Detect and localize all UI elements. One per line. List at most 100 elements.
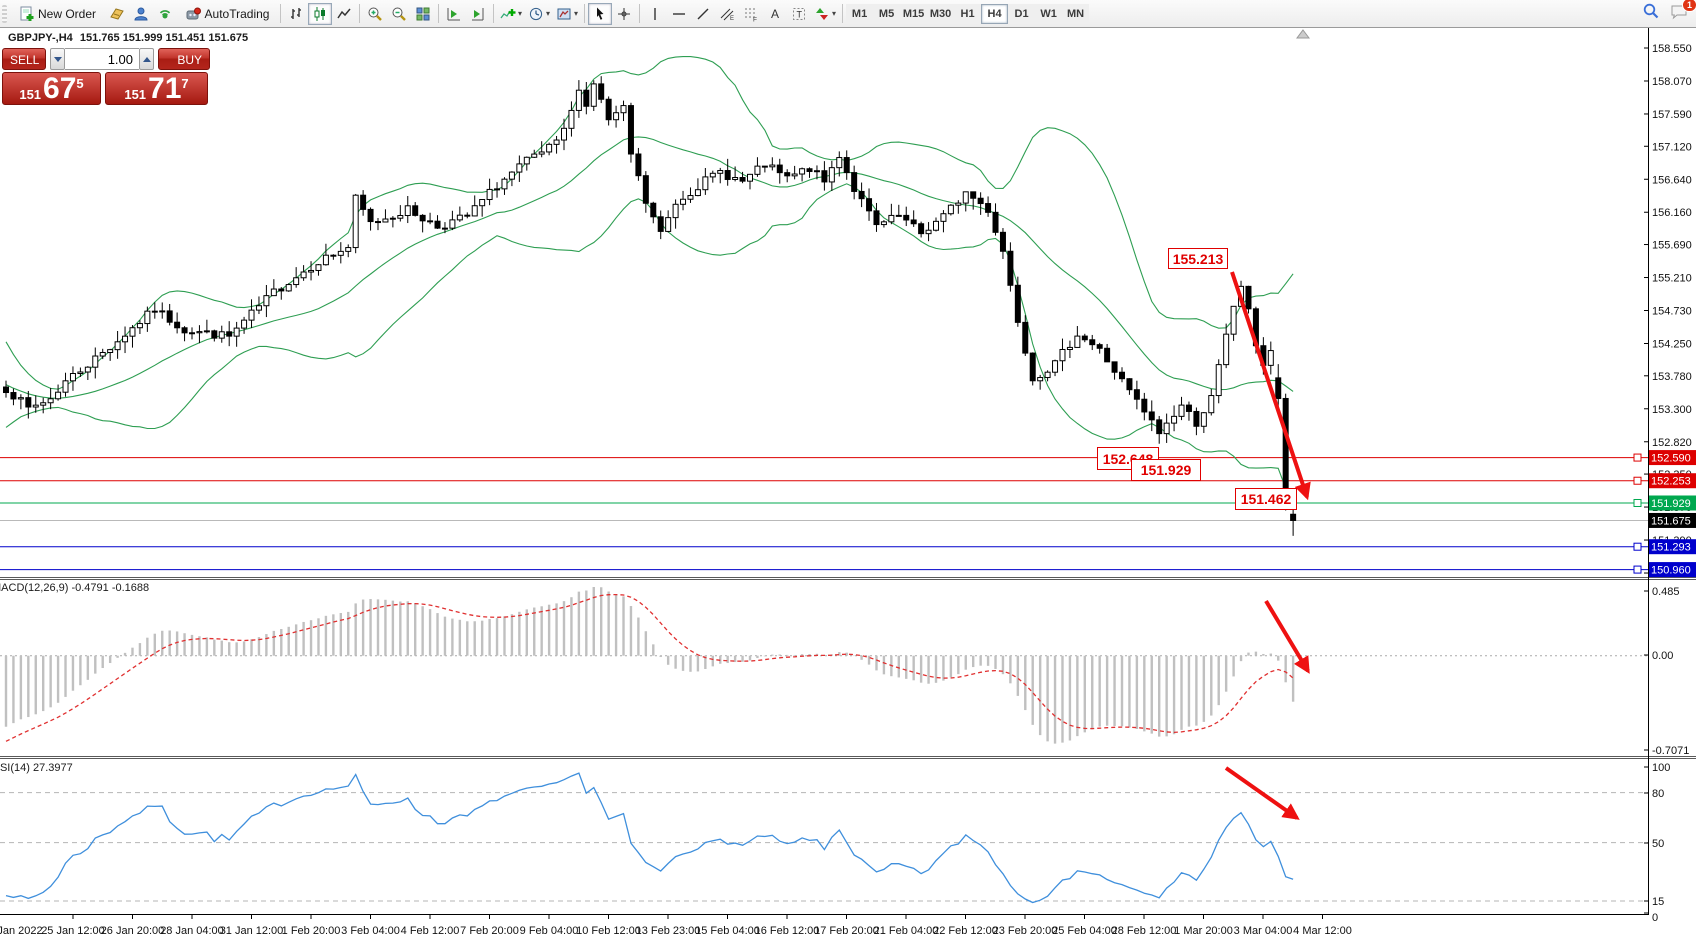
svg-text:156.160: 156.160 — [1652, 207, 1692, 219]
buy-price-small: 151 — [124, 87, 147, 102]
profile-button[interactable] — [129, 3, 153, 25]
zoom-out-button[interactable] — [387, 3, 411, 25]
arrows-button[interactable]: ▾ — [811, 3, 839, 25]
fibonacci-button[interactable]: F — [739, 3, 763, 25]
svg-text:4 Feb 12:00: 4 Feb 12:00 — [401, 925, 460, 937]
indicators-button[interactable]: ▾ — [497, 3, 525, 25]
label-button[interactable]: T — [787, 3, 811, 25]
svg-text:4 Mar 12:00: 4 Mar 12:00 — [1293, 925, 1352, 937]
svg-text:T: T — [797, 9, 803, 19]
svg-text:-0.7071: -0.7071 — [1652, 745, 1689, 757]
chart-title: GBPJPY-,H4 151.765 151.999 151.451 151.6… — [8, 32, 248, 44]
svg-text:31 Jan 12:00: 31 Jan 12:00 — [220, 925, 284, 937]
trendline-button[interactable] — [691, 3, 715, 25]
zoom-in-button[interactable] — [363, 3, 387, 25]
tf-w1-button[interactable]: W1 — [1035, 3, 1063, 24]
annotation-151462[interactable]: 151.462 — [1235, 488, 1297, 510]
vertical-line-icon — [647, 6, 663, 22]
tile-windows-button[interactable] — [411, 3, 435, 25]
sell-button[interactable]: SELL — [2, 48, 46, 70]
svg-text:16 Feb 12:00: 16 Feb 12:00 — [755, 925, 820, 937]
periods-icon — [528, 6, 544, 22]
sell-price-small: 151 — [19, 87, 42, 102]
triangle-up-icon — [142, 56, 151, 62]
annotation-152648[interactable]: 152.648 — [1097, 447, 1159, 470]
tf-mn-button[interactable]: MN — [1062, 3, 1090, 24]
cursor-button[interactable] — [588, 2, 613, 25]
periods-button[interactable]: ▾ — [525, 3, 553, 25]
cursor-icon — [592, 6, 608, 22]
svg-text:25 Feb 04:00: 25 Feb 04:00 — [1052, 925, 1117, 937]
notifications-button[interactable]: 1 — [1670, 0, 1696, 25]
volume-input[interactable] — [65, 48, 139, 70]
svg-text:25 Jan 12:00: 25 Jan 12:00 — [41, 925, 105, 937]
channel-button[interactable]: E — [715, 3, 739, 25]
text-button[interactable]: A — [763, 3, 787, 25]
line-chart-icon — [336, 6, 352, 22]
fibonacci-icon: F — [743, 6, 759, 22]
zoom-out-icon — [391, 6, 407, 22]
templates-button[interactable]: ▾ — [553, 3, 581, 25]
tf-m30-button[interactable]: M30 — [927, 3, 955, 24]
autotrading-label: AutoTrading — [204, 6, 270, 21]
tf-m15-button[interactable]: M15 — [900, 3, 928, 24]
svg-text:Jan 2022: Jan 2022 — [0, 925, 43, 937]
bar-chart-button[interactable] — [284, 3, 308, 25]
volume-decrease-button[interactable] — [50, 48, 65, 70]
svg-text:F: F — [753, 16, 757, 22]
candlestick-button[interactable] — [308, 2, 332, 25]
annotation-151929[interactable]: 151.929 — [1131, 459, 1201, 481]
new-order-label: New Order — [37, 6, 96, 21]
toolbar-grip[interactable] — [2, 4, 7, 23]
toolbar: New Order AutoTrading ▾ ▾ ▾ E F A — [0, 0, 1696, 28]
volume-stepper — [50, 48, 154, 70]
volume-increase-button[interactable] — [139, 48, 154, 70]
svg-text:1 Feb 20:00: 1 Feb 20:00 — [282, 925, 341, 937]
chart-shift-button[interactable] — [466, 3, 490, 25]
autotrading-button[interactable]: AutoTrading — [177, 3, 277, 25]
new-order-button[interactable]: New Order — [9, 3, 105, 25]
market-button[interactable] — [105, 3, 129, 25]
candlestick-icon — [312, 6, 328, 22]
buy-price-button[interactable]: 151 71 7 — [105, 72, 208, 105]
auto-scroll-button[interactable] — [442, 3, 466, 25]
buy-button[interactable]: BUY — [158, 48, 210, 70]
svg-text:9 Feb 04:00: 9 Feb 04:00 — [520, 925, 579, 937]
svg-text:7 Feb 20:00: 7 Feb 20:00 — [460, 925, 519, 937]
periods-caret: ▾ — [546, 9, 551, 18]
svg-text:152.820: 152.820 — [1652, 437, 1692, 449]
svg-text:154.250: 154.250 — [1652, 338, 1692, 350]
tf-h4-button[interactable]: H4 — [981, 3, 1009, 24]
svg-text:152.590: 152.590 — [1651, 453, 1691, 465]
channel-icon: E — [719, 6, 735, 22]
svg-text:3 Mar 04:00: 3 Mar 04:00 — [1234, 925, 1293, 937]
search-icon[interactable] — [1642, 2, 1660, 25]
line-chart-button[interactable] — [332, 3, 356, 25]
new-order-icon — [18, 6, 34, 22]
bar-chart-icon — [288, 6, 304, 22]
signals-button[interactable] — [153, 3, 177, 25]
buy-price-sup: 7 — [181, 76, 189, 91]
sell-price-sup: 5 — [76, 76, 84, 91]
sell-price-button[interactable]: 151 67 5 — [2, 72, 101, 105]
svg-text:0.485: 0.485 — [1652, 586, 1680, 598]
vertical-line-button[interactable] — [643, 3, 667, 25]
svg-text:3 Feb 04:00: 3 Feb 04:00 — [341, 925, 400, 937]
tf-m1-button[interactable]: M1 — [846, 3, 874, 24]
crosshair-icon — [616, 6, 632, 22]
label-icon: T — [791, 6, 807, 22]
annotation-155213[interactable]: 155.213 — [1168, 248, 1228, 269]
tf-d1-button[interactable]: D1 — [1008, 3, 1036, 24]
svg-text:153.300: 153.300 — [1652, 404, 1692, 416]
rsi-indicator-label: RSI(14) 27.3977 — [0, 762, 73, 774]
tf-m5-button[interactable]: M5 — [873, 3, 901, 24]
crosshair-button[interactable] — [612, 3, 636, 25]
auto-scroll-icon — [446, 6, 462, 22]
svg-text:1 Mar 20:00: 1 Mar 20:00 — [1174, 925, 1233, 937]
tf-h1-button[interactable]: H1 — [954, 3, 982, 24]
sell-price-big: 67 — [43, 72, 77, 105]
templates-caret: ▾ — [574, 9, 579, 18]
horizontal-line-button[interactable] — [667, 3, 691, 25]
